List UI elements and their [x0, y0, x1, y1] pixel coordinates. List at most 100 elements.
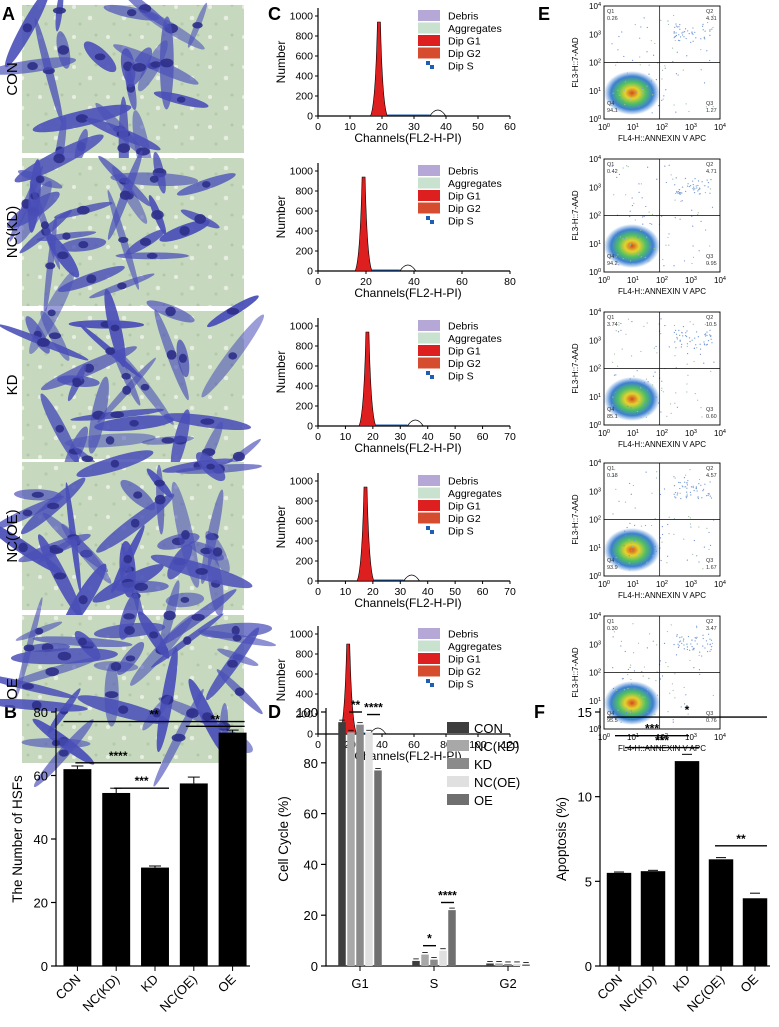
event-dot: [652, 384, 654, 386]
event-dot: [679, 636, 681, 639]
event-dot: [675, 497, 677, 499]
event-dot: [612, 513, 614, 515]
event-dot: [702, 568, 704, 570]
y-tick-label: 1000: [290, 166, 314, 178]
legend-swatch: [430, 65, 434, 69]
event-dot: [710, 648, 712, 651]
event-dot: [684, 28, 687, 30]
event-dot: [631, 197, 633, 199]
event-dot: [646, 647, 648, 649]
legend-label: Dip S: [448, 216, 474, 228]
event-dot: [676, 190, 678, 193]
event-dot: [619, 532, 621, 535]
event-dot: [665, 89, 667, 91]
event-dot: [661, 541, 663, 543]
legend-swatch: [418, 665, 440, 677]
dot-cloud-live: [604, 71, 660, 115]
event-dot: [663, 642, 666, 644]
event-dot: [664, 67, 666, 69]
event-dot: [675, 111, 677, 113]
event-dot: [636, 410, 639, 413]
panel-letter-c: C: [268, 4, 281, 24]
legend-label: Dip G1: [448, 36, 481, 48]
event-dot: [690, 643, 692, 645]
x-tick-label: 120: [501, 739, 519, 751]
legend-label: Aggregates: [448, 178, 502, 190]
event-dot: [694, 31, 696, 34]
event-dot: [673, 14, 675, 17]
significance-label: *: [685, 703, 690, 717]
event-dot: [675, 333, 678, 335]
event-dot: [706, 343, 709, 346]
event-dot: [669, 403, 672, 405]
event-dot: [651, 524, 653, 527]
event-dot: [681, 642, 683, 645]
cell-nucleus: [45, 667, 59, 677]
event-dot: [697, 399, 699, 401]
significance-label: **: [351, 698, 361, 712]
event-dot: [701, 655, 703, 657]
event-dot: [637, 642, 640, 644]
event-dot: [613, 631, 616, 633]
event-dot: [640, 416, 642, 418]
event-dot: [675, 177, 677, 179]
event-dot: [643, 215, 645, 218]
event-dot: [639, 56, 641, 58]
event-dot: [640, 387, 642, 389]
event-dot: [702, 490, 704, 492]
event-dot: [674, 496, 676, 498]
event-dot: [683, 260, 686, 262]
event-dot: [679, 218, 681, 220]
cell-nucleus: [94, 53, 106, 61]
log-tick-label: 103: [685, 276, 697, 285]
event-dot: [692, 225, 694, 227]
y-tick-label: 1000: [290, 629, 314, 641]
dip-g2-curve: [399, 264, 417, 272]
log-tick-label: 100: [589, 115, 601, 124]
y-tick-label: 200: [295, 91, 313, 103]
event-dot: [672, 719, 674, 721]
event-dot: [686, 383, 688, 385]
event-dot: [710, 178, 712, 181]
event-dot: [630, 493, 632, 495]
histogram-2: 0 200 400 600 800 1000 0 10 20 30 40 50 60 70 Channels…: [274, 318, 516, 455]
event-dot: [706, 50, 708, 52]
event-dot: [655, 345, 657, 348]
event-dot: [690, 494, 692, 496]
event-dot: [663, 95, 665, 97]
bar-CON: [63, 769, 92, 966]
x-tick-label: S: [430, 976, 439, 991]
y-tick-label: 600: [295, 206, 313, 218]
x-tick-label: 40: [376, 739, 388, 751]
x-tick-label: 80: [504, 276, 516, 288]
event-dot: [637, 553, 640, 555]
bar-NC(KD): [102, 792, 131, 966]
event-dot: [674, 217, 676, 219]
cell-nucleus: [35, 175, 45, 184]
event-dot: [665, 181, 667, 184]
log-tick-label: 102: [656, 276, 668, 285]
cell-nucleus: [122, 385, 132, 395]
event-dot: [672, 178, 674, 180]
event-dot: [676, 26, 679, 28]
cell-nucleus: [228, 352, 238, 360]
event-dot: [634, 24, 636, 26]
cell-nucleus: [118, 705, 129, 714]
event-dot: [704, 483, 706, 485]
event-dot: [634, 219, 636, 221]
event-dot: [699, 651, 701, 653]
event-dot: [676, 338, 679, 340]
log-tick-label: 100: [598, 580, 610, 589]
event-dot: [629, 260, 632, 262]
event-dot: [656, 644, 658, 646]
event-dot: [655, 679, 657, 682]
event-dot: [662, 98, 664, 100]
event-dot: [697, 212, 699, 214]
event-dot: [649, 222, 651, 225]
event-dot: [692, 245, 694, 247]
cell-nucleus: [52, 7, 66, 14]
event-dot: [623, 89, 626, 91]
event-dot: [615, 256, 617, 258]
event-dot: [618, 322, 620, 324]
event-dot: [669, 692, 671, 694]
